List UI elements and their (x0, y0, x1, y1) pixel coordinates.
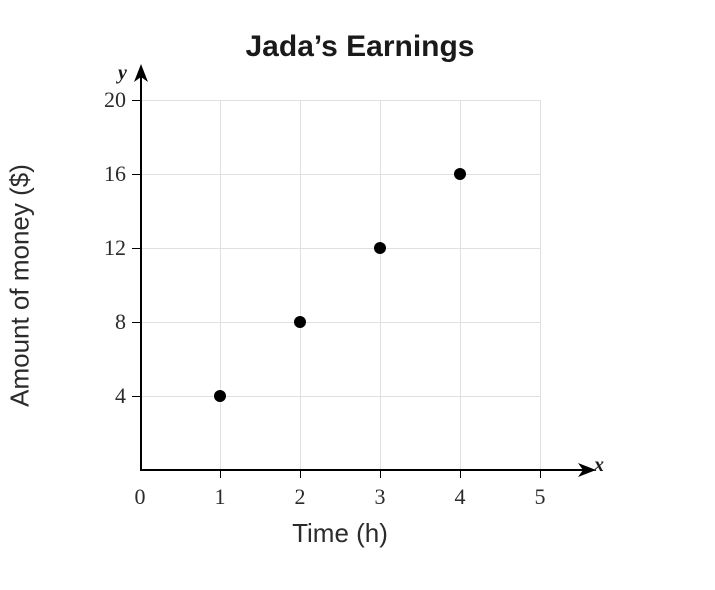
gridline-horizontal (140, 100, 540, 101)
gridline-vertical (380, 100, 381, 470)
data-point (294, 316, 306, 328)
arrowhead-icon (134, 64, 148, 82)
x-tick-label: 3 (375, 484, 386, 510)
x-tick-mark (300, 470, 301, 478)
gridline-vertical (460, 100, 461, 470)
gridline-vertical (220, 100, 221, 470)
y-tick-label: 4 (86, 383, 126, 409)
chart-title: Jada’s Earnings (160, 30, 560, 64)
y-axis-letter: y (118, 62, 127, 85)
data-point (454, 168, 466, 180)
x-tick-mark (380, 470, 381, 478)
x-tick-mark (220, 470, 221, 478)
plot-area: yx (140, 100, 540, 470)
x-axis-line (140, 469, 590, 471)
x-tick-label: 2 (295, 484, 306, 510)
gridline-horizontal (140, 396, 540, 397)
x-axis-label: Time (h) (140, 518, 540, 549)
gridline-vertical (540, 100, 541, 470)
y-tick-label: 12 (86, 235, 126, 261)
x-axis-letter: x (594, 454, 604, 477)
x-tick-label: 5 (535, 484, 546, 510)
y-tick-mark (132, 322, 140, 323)
data-point (214, 390, 226, 402)
y-axis-label: Amount of money ($) (5, 76, 36, 496)
y-tick-label: 16 (86, 161, 126, 187)
x-tick-label: 4 (455, 484, 466, 510)
y-tick-mark (132, 100, 140, 101)
data-point (374, 242, 386, 254)
gridline-vertical (300, 100, 301, 470)
origin-label: 0 (135, 484, 146, 510)
y-tick-label: 20 (86, 87, 126, 113)
y-axis-line (140, 70, 142, 470)
x-tick-label: 1 (215, 484, 226, 510)
gridline-horizontal (140, 322, 540, 323)
y-tick-mark (132, 248, 140, 249)
y-tick-mark (132, 174, 140, 175)
y-tick-mark (132, 396, 140, 397)
gridline-horizontal (140, 174, 540, 175)
gridline-horizontal (140, 248, 540, 249)
x-tick-mark (540, 470, 541, 478)
y-tick-label: 8 (86, 309, 126, 335)
x-tick-mark (460, 470, 461, 478)
